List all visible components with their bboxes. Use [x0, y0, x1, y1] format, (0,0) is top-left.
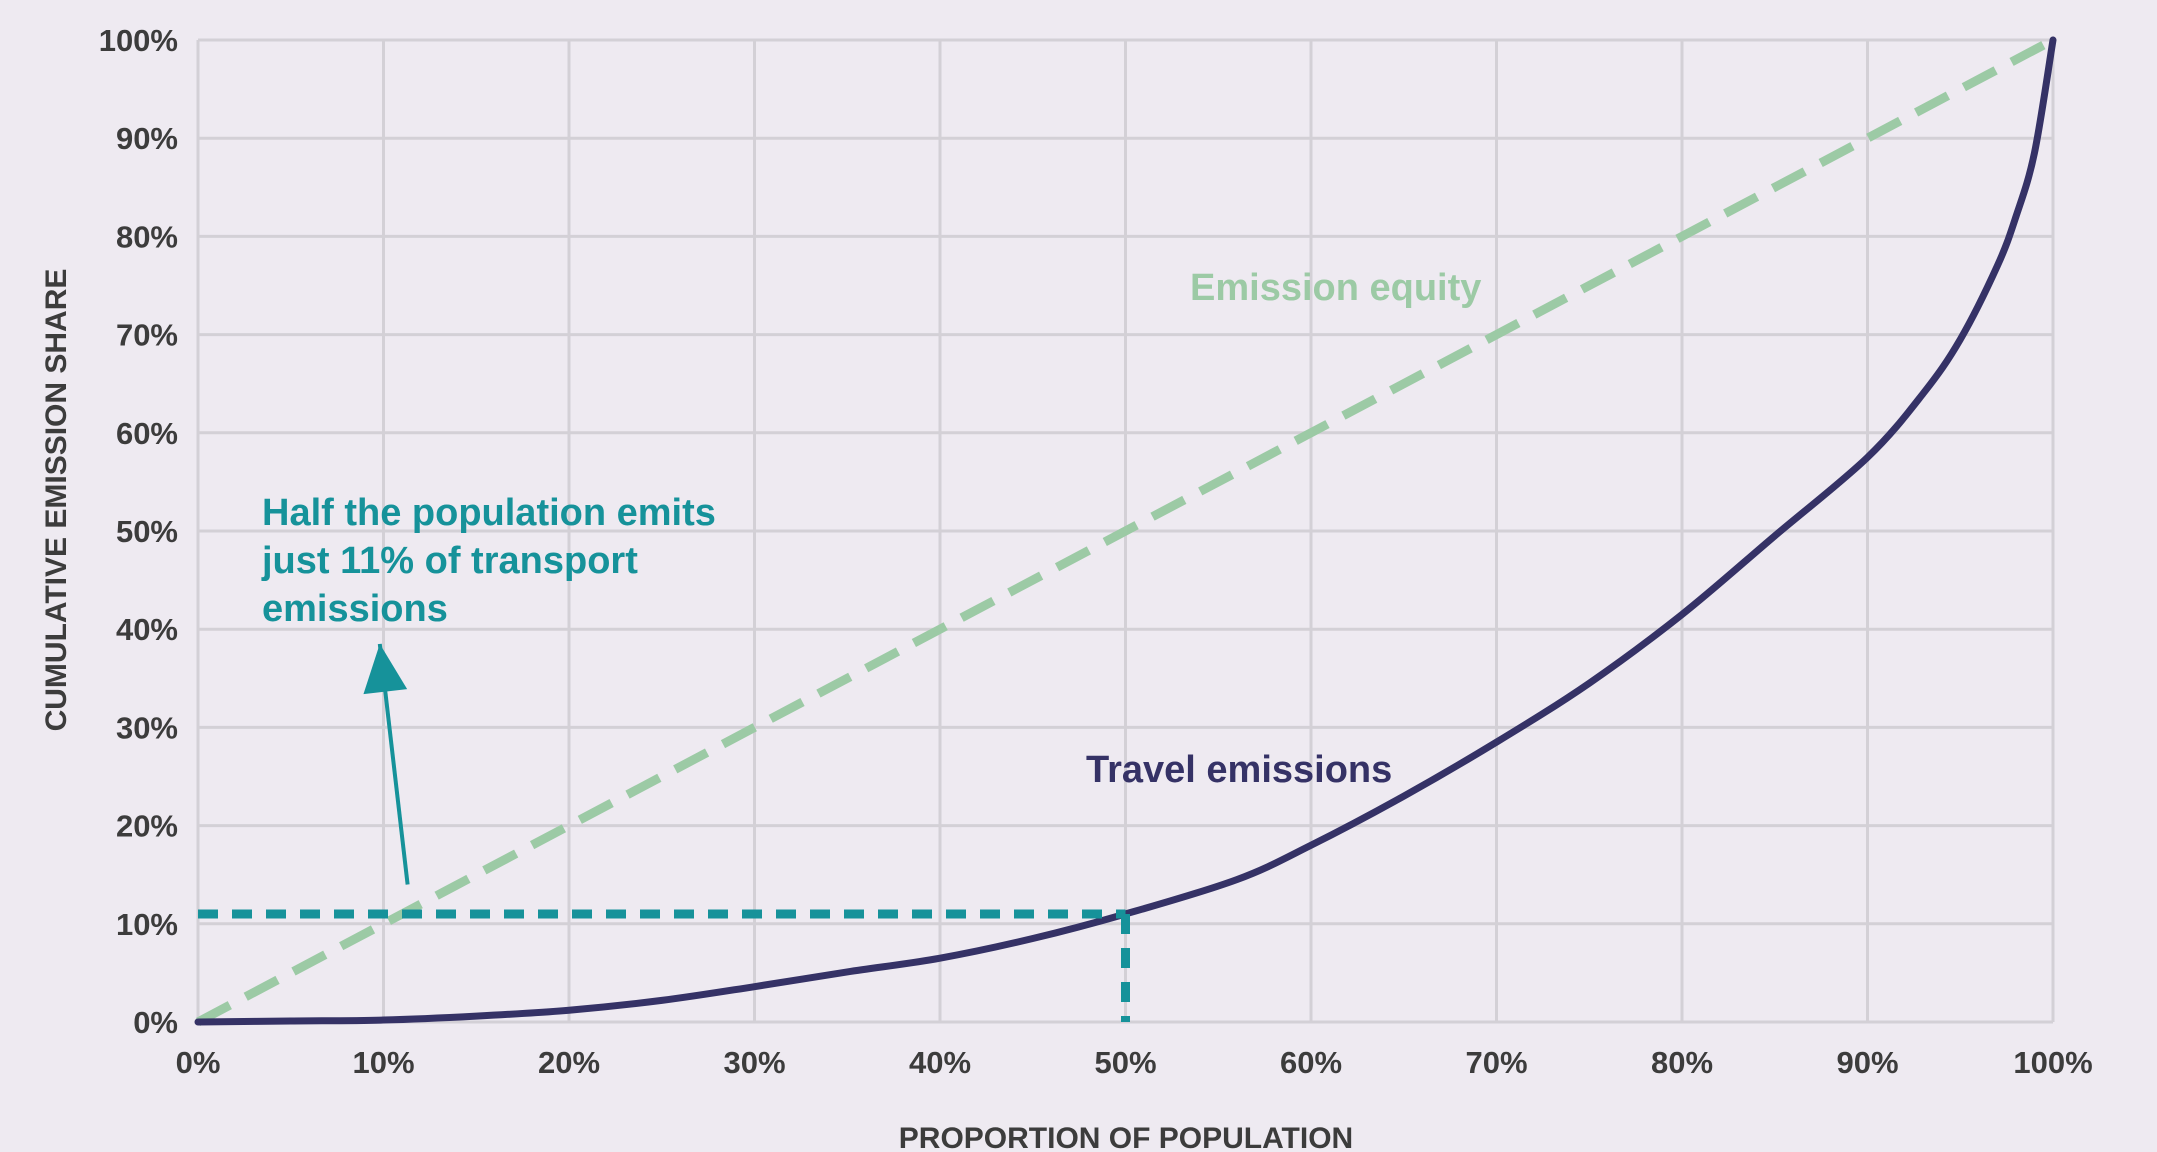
- x-tick-label: 50%: [1094, 1045, 1156, 1080]
- annotation-line-2: just 11% of transport: [261, 540, 638, 582]
- tick-labels: 0% 10% 20% 30% 40% 50% 60% 70% 80% 90% 100% 0% 10% 20…: [99, 23, 2093, 1080]
- y-tick-label: 70%: [116, 318, 178, 353]
- x-tick-label: 10%: [352, 1045, 414, 1080]
- x-axis-title: PROPORTION OF POPULATION: [899, 1122, 1353, 1152]
- y-tick-label: 60%: [116, 416, 178, 451]
- reference-lines: [198, 909, 1130, 1022]
- series-label-travel-emissions: Travel emissions: [1086, 749, 1392, 791]
- annotation-line-1: Half the population emits: [262, 492, 716, 534]
- annotation-line-3: emissions: [262, 588, 448, 630]
- y-tick-label: 100%: [99, 23, 178, 58]
- y-tick-label: 40%: [116, 612, 178, 647]
- y-tick-label: 20%: [116, 809, 178, 844]
- y-tick-label: 50%: [116, 514, 178, 549]
- x-tick-label: 70%: [1465, 1045, 1527, 1080]
- x-tick-label: 100%: [2013, 1045, 2092, 1080]
- x-tick-label: 40%: [909, 1045, 971, 1080]
- y-tick-label: 90%: [116, 121, 178, 156]
- x-tick-label: 0%: [176, 1045, 221, 1080]
- y-tick-label: 30%: [116, 710, 178, 745]
- y-tick-label: 10%: [116, 907, 178, 942]
- x-tick-label: 20%: [538, 1045, 600, 1080]
- y-axis-title: CUMULATIVE EMISSION SHARE: [40, 269, 73, 732]
- series-layer: [194, 36, 2057, 1026]
- y-tick-label: 80%: [116, 219, 178, 254]
- annotation: Half the population emits just 11% of tr…: [261, 492, 716, 885]
- x-tick-label: 90%: [1836, 1045, 1898, 1080]
- x-tick-label: 60%: [1280, 1045, 1342, 1080]
- x-tick-label: 30%: [723, 1045, 785, 1080]
- series-line-travel-emissions: [194, 36, 2057, 1026]
- annotation-arrowhead: [363, 643, 408, 695]
- grid: [196, 38, 2055, 1024]
- y-tick-label: 0%: [133, 1005, 178, 1040]
- x-tick-label: 80%: [1651, 1045, 1713, 1080]
- series-line-emission-equity: [195, 36, 2056, 1026]
- series-label-emission-equity: Emission equity: [1190, 267, 1481, 309]
